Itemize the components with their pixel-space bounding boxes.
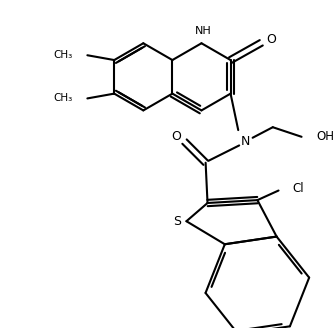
Text: NH: NH — [195, 25, 212, 36]
Text: S: S — [173, 215, 181, 228]
Text: CH₃: CH₃ — [54, 93, 73, 104]
Text: Cl: Cl — [292, 182, 304, 195]
Text: CH₃: CH₃ — [54, 50, 73, 60]
Text: O: O — [266, 34, 276, 46]
Text: OH: OH — [316, 130, 334, 143]
Text: N: N — [241, 135, 250, 148]
Text: O: O — [171, 130, 181, 143]
